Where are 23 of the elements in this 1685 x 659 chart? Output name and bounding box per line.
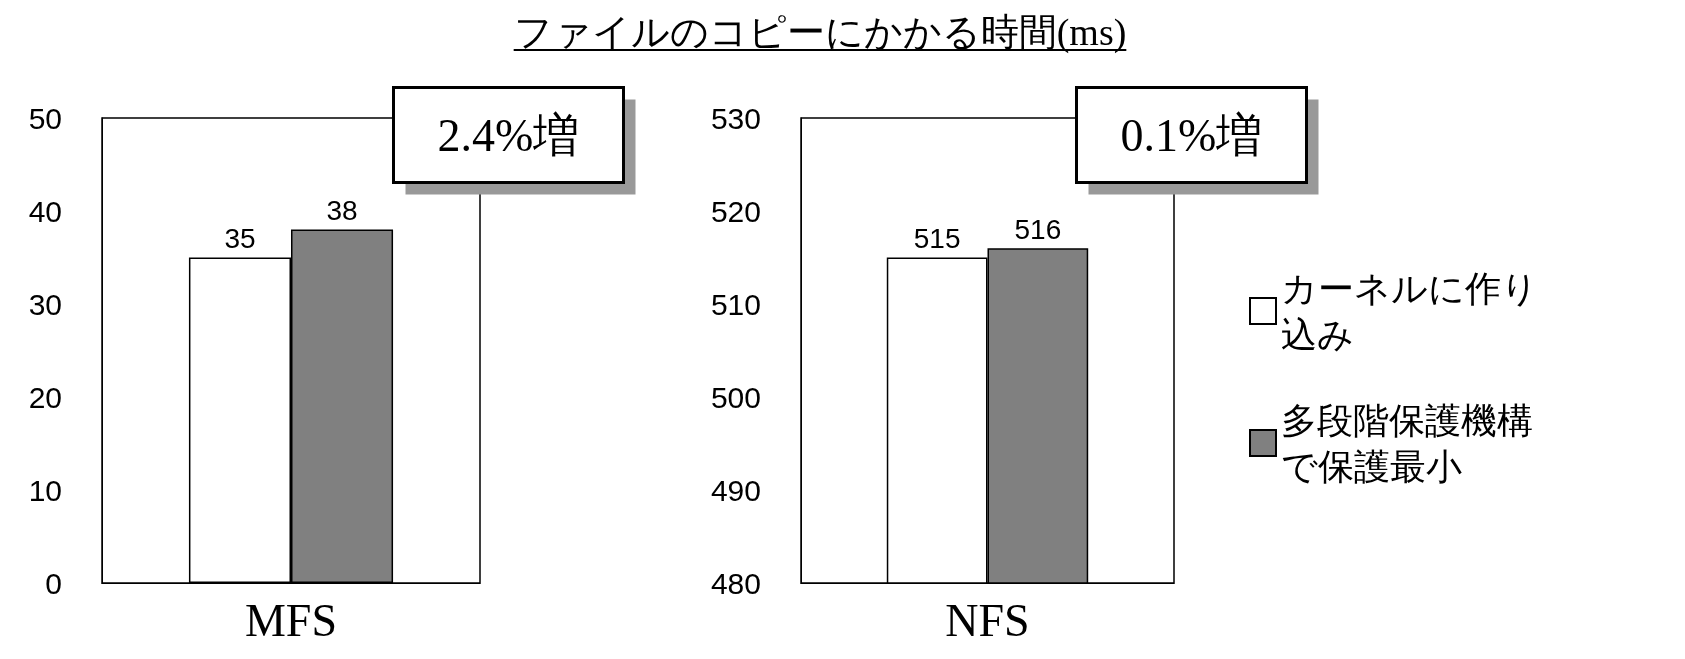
y-tick-label: 500 xyxy=(710,380,761,414)
annotation: 2.4%増 xyxy=(437,110,580,161)
y-tick-label: 10 xyxy=(28,473,62,507)
chart-title: ファイルのコピーにかかる時間(ms) xyxy=(513,11,1127,54)
y-tick-label: 520 xyxy=(710,194,761,228)
y-tick-label: 490 xyxy=(710,473,761,507)
y-tick-label: 530 xyxy=(710,101,761,135)
y-tick-label: 0 xyxy=(45,566,62,600)
y-tick-label: 510 xyxy=(710,287,761,321)
legend-label: カーネルに作り込み xyxy=(1281,267,1538,355)
annotation: 0.1%増 xyxy=(1120,110,1263,161)
x-tick-label: MFS xyxy=(244,594,338,646)
legend-label: 多段階保護機構で保護最小 xyxy=(1281,399,1533,487)
data-label: 515 xyxy=(913,223,961,254)
y-tick-label: 40 xyxy=(28,194,62,228)
y-tick-label: 20 xyxy=(28,380,62,414)
data-label: 35 xyxy=(224,223,256,254)
y-tick-label: 50 xyxy=(28,101,62,135)
data-label: 516 xyxy=(1014,213,1062,245)
data-label: 38 xyxy=(326,195,358,227)
x-tick-label: NFS xyxy=(945,594,1030,646)
y-tick-label: 30 xyxy=(28,287,62,321)
y-tick-label: 480 xyxy=(710,566,761,600)
